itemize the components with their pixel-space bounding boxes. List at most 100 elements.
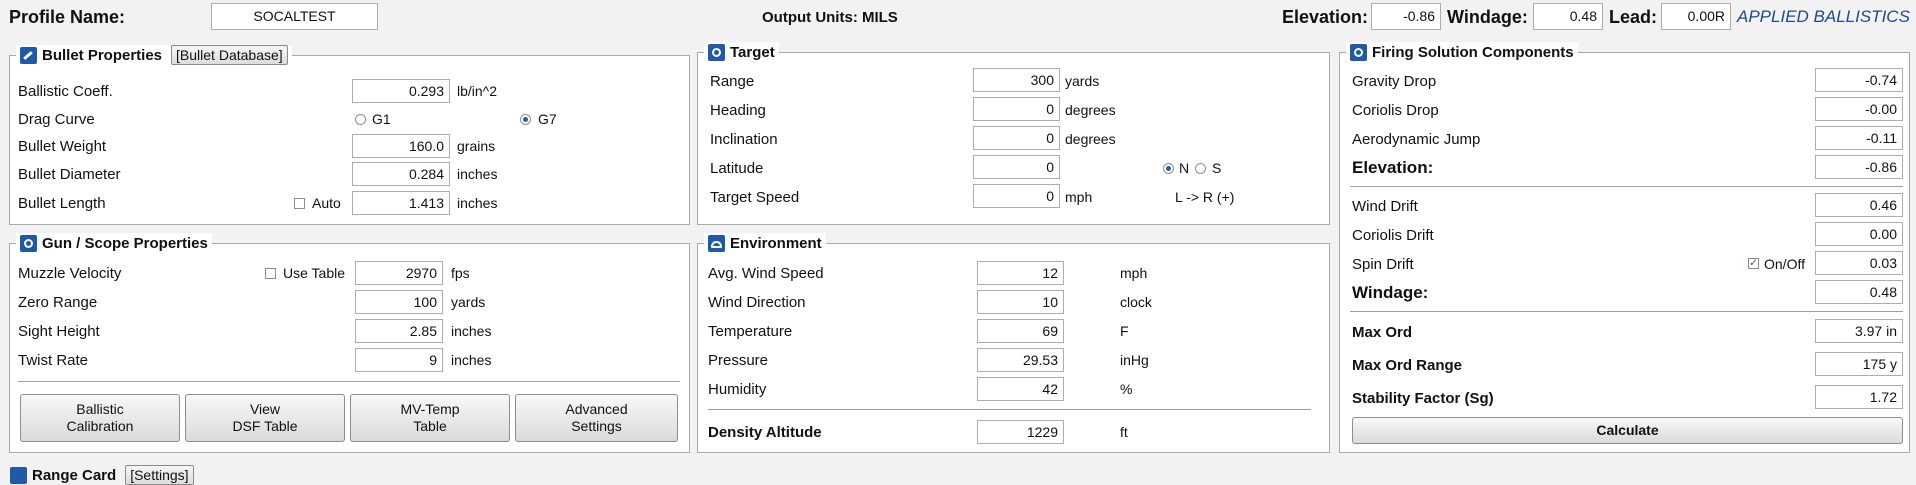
inclination-unit: degrees [1065,131,1116,147]
elevation-label: Elevation: [1352,158,1434,177]
pencil-icon [20,46,37,64]
twist-rate-label: Twist Rate [18,352,89,369]
zero-range-label: Zero Range [18,294,98,311]
bullet-weight-input[interactable]: 160.0 [352,134,450,158]
south-radio[interactable] [1195,163,1206,174]
aero-jump-label: Aerodynamic Jump [1352,131,1481,148]
target-speed-label: Target Speed [710,189,800,206]
density-altitude-label: Density Altitude [708,424,822,441]
applied-ballistics-logo: APPLIED BALLISTICS [1737,7,1910,26]
spin-drift-value: 0.03 [1815,251,1903,275]
zero-range-input[interactable]: 100 [355,290,443,314]
windage-value: 0.48 [1815,280,1903,304]
g7-label: G7 [538,111,557,127]
temperature-input[interactable]: 69 [977,319,1064,343]
g1-radio[interactable] [355,114,366,125]
windage-label: Windage: [1352,283,1429,302]
firing-solution-title: Firing Solution Components [1372,43,1574,61]
north-label: N [1179,160,1190,176]
heading-unit: degrees [1065,102,1116,118]
view-dsf-table-button[interactable]: View DSF Table [185,394,345,442]
gravity-drop-label: Gravity Drop [1352,73,1437,90]
bc-label: Ballistic Coeff. [18,83,113,100]
wind-direction-input[interactable]: 10 [977,290,1064,314]
profile-name-input[interactable]: SOCALTEST [211,3,378,30]
spin-drift-checkbox[interactable]: ✓ [1748,258,1759,269]
environment-divider [708,409,1311,410]
pressure-input[interactable]: 29.53 [977,348,1064,372]
environment-panel: Environment Avg. Wind Speed 12 mph Wind … [697,233,1330,453]
sight-height-label: Sight Height [18,323,100,340]
twist-rate-input[interactable]: 9 [355,348,443,372]
north-radio[interactable] [1163,163,1174,174]
drag-curve-label: Drag Curve [18,111,95,128]
zero-range-unit: yards [451,294,486,310]
coriolis-drift-value: 0.00 [1815,222,1903,246]
max-ord-range-value: 175 y [1815,352,1903,376]
humidity-input[interactable]: 42 [977,377,1064,401]
bullet-length-input[interactable]: 1.413 [352,191,450,215]
range-input[interactable]: 300 [973,68,1060,92]
wind-direction-unit: clock [1120,294,1152,310]
g7-radio[interactable] [520,114,531,125]
top-lead-value: 0.00R [1661,3,1731,30]
muzzle-velocity-input[interactable]: 2970 [355,261,443,285]
bullet-length-unit: inches [457,195,498,211]
range-card-settings-button[interactable]: [Settings] [125,465,194,485]
wind-speed-input[interactable]: 12 [977,261,1064,285]
gun-scope-panel: Gun / Scope Properties Muzzle Velocity U… [9,233,690,453]
auto-checkbox[interactable] [294,198,305,209]
pressure-unit: inHg [1120,352,1149,368]
ballistic-calibration-button[interactable]: Ballistic Calibration [20,394,180,442]
muzzle-velocity-label: Muzzle Velocity [18,265,122,282]
g1-label: G1 [372,111,391,127]
bc-input[interactable]: 0.293 [352,79,450,103]
elevation-divider [1350,186,1903,187]
wind-speed-label: Avg. Wind Speed [708,265,824,282]
bullet-diameter-input[interactable]: 0.284 [352,162,450,186]
bullet-length-label: Bullet Length [18,195,106,212]
stability-factor-value: 1.72 [1815,385,1903,409]
top-windage-label: Windage: [1447,7,1528,27]
calculate-button[interactable]: Calculate [1352,417,1903,444]
gun-scope-header: Gun / Scope Properties [16,233,212,253]
wind-direction-label: Wind Direction [708,294,806,311]
direction-note: L -> R (+) [1175,189,1235,205]
bullet-properties-panel: Bullet Properties [Bullet Database] Ball… [9,45,690,225]
max-ord-label: Max Ord [1352,324,1413,341]
top-elevation-value: -0.86 [1371,3,1441,30]
bullet-diameter-label: Bullet Diameter [18,166,121,183]
heading-input[interactable]: 0 [973,97,1060,121]
inclination-input[interactable]: 0 [973,126,1060,150]
use-table-checkbox[interactable] [265,268,276,279]
coriolis-drift-label: Coriolis Drift [1352,227,1434,244]
windage-divider [1350,311,1903,312]
wind-speed-unit: mph [1120,265,1148,281]
bullet-database-button[interactable]: [Bullet Database] [171,45,288,65]
target-speed-input[interactable]: 0 [973,184,1060,208]
elevation-value: -0.86 [1815,155,1903,179]
mv-temp-table-button[interactable]: MV-Temp Table [350,394,510,442]
aero-jump-value: -0.11 [1815,126,1903,150]
sight-height-unit: inches [451,323,492,339]
range-label: Range [710,73,755,90]
firing-solution-header: Firing Solution Components [1346,42,1578,62]
gravity-drop-value: -0.74 [1815,68,1903,92]
latitude-input[interactable]: 0 [973,155,1060,179]
crosshair-icon [20,234,37,252]
target-icon [708,43,725,61]
density-altitude-input[interactable]: 1229 [977,420,1064,444]
profile-name-label: Profile Name: [9,7,126,27]
heading-label: Heading [710,102,766,119]
advanced-settings-button[interactable]: Advanced Settings [515,394,678,442]
bc-unit: lb/in^2 [457,83,498,99]
target-panel: Target Range 300 yards Heading 0 degrees… [697,42,1330,225]
range-card-label: Range Card [32,466,117,484]
target-header: Target [704,42,779,62]
top-elevation-label: Elevation: [1282,7,1369,27]
sight-height-input[interactable]: 2.85 [355,319,443,343]
gear-icon [1350,43,1367,61]
environment-title: Environment [730,234,822,252]
coriolis-drop-value: -0.00 [1815,97,1903,121]
spin-drift-label: Spin Drift [1352,256,1414,273]
